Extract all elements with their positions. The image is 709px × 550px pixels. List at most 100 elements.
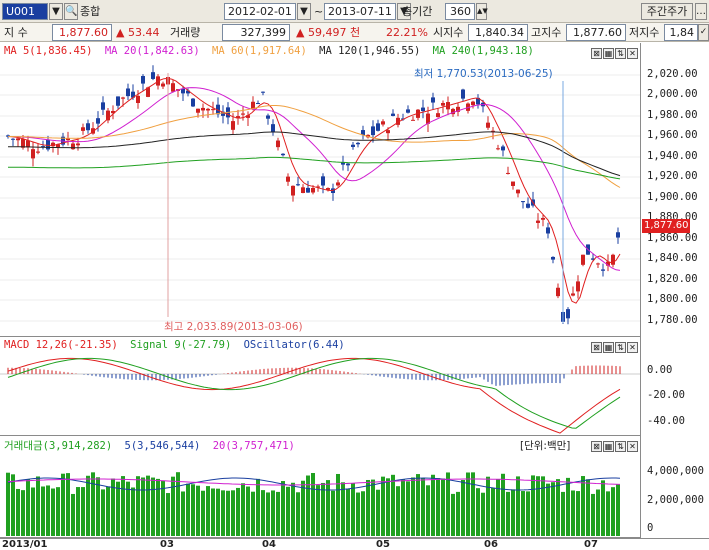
macd-chart[interactable] [0,337,640,436]
pane-move-icon[interactable]: ⇅ [615,441,626,452]
candle-body [551,256,555,260]
volume-bar [301,480,305,536]
y-tick-label: 2,000,000 [647,494,704,506]
pane-move-icon[interactable]: ⇅ [615,342,626,353]
candle-body [151,72,155,79]
candle-body [31,149,35,159]
date-from-picker-icon[interactable]: ▼ [297,3,311,20]
candle-body [311,187,315,193]
signal-line [7,357,621,429]
candle-body [141,76,145,84]
candle-body [596,263,600,265]
period-stepper[interactable]: ▲▼ [476,3,488,20]
pane-close-icon[interactable]: ✕ [627,48,638,59]
volume-bar [376,489,380,536]
toolbar: U001 ▼ 🔍 종합 2012-02-01 ▼ ~ 2013-07-11 ▼ … [0,0,709,23]
volume-bar [56,487,60,536]
pane-settings-icon[interactable]: ⊠ [591,441,602,452]
pane-save-icon[interactable]: ▦ [603,48,614,59]
candle-body [51,142,55,147]
macd-pane: MACD 12,26(-21.35) Signal 9(-27.79) OSci… [0,337,640,436]
volume-bar [216,488,220,536]
candle-body [291,185,295,196]
candle-body [541,217,545,220]
volume-bar [546,483,550,536]
candle-body [101,102,105,110]
candle-body [81,127,85,131]
period-input[interactable]: 360 [445,3,475,20]
volume-bar [386,478,390,536]
volume-bar [101,489,105,536]
pane-save-icon[interactable]: ▦ [603,342,614,353]
volume-bar [171,476,175,536]
candle-body [346,163,350,166]
candle-body [66,138,70,141]
volume-bar [476,488,480,536]
pane-move-icon[interactable]: ⇅ [615,48,626,59]
candle-body [146,87,150,97]
candle-body [501,146,505,151]
candle-body [91,128,95,134]
volume-bar [21,490,25,536]
candle-body [96,118,100,124]
volume-bar [111,478,115,536]
y-tick-label: 1,900.00 [647,191,698,203]
pane-settings-icon[interactable]: ⊠ [591,48,602,59]
volume-bar [296,492,300,536]
pane-close-icon[interactable]: ✕ [627,441,638,452]
volume-bar [286,486,290,536]
candle-body [236,116,240,119]
candle-body [276,140,280,148]
candle-body [266,115,270,119]
pane-settings-icon[interactable]: ⊠ [591,342,602,353]
candle-body [211,109,215,111]
volume-change: ▲ 59,497 천 [296,26,361,39]
volume-bar [586,479,590,536]
menu-button[interactable]: … [695,3,707,20]
pane-close-icon[interactable]: ✕ [627,342,638,353]
unit-label: [단위:백만] [520,440,571,452]
volume-bar [306,475,310,536]
candle-body [601,269,605,271]
search-icon[interactable]: 🔍 [64,3,78,20]
price-chart[interactable] [0,43,640,337]
macd-y-axis: 0.00 -20.00 -40.00 [640,337,709,436]
date-to-input[interactable]: 2013-07-11 [324,3,396,20]
pane-save-icon[interactable]: ▦ [603,441,614,452]
candle-body [411,119,415,121]
volume-bar [351,483,355,536]
candle-body [191,98,195,107]
candle-body [396,117,400,125]
date-from-input[interactable]: 2012-02-01 [224,3,296,20]
date-to-picker-icon[interactable]: ▼ [397,3,411,20]
candle-body [126,88,130,97]
volume-legend: 거래대금(3,914,282) 5(3,546,544) 20(3,757,47… [4,438,301,453]
candle-body [121,97,125,99]
candle-body [286,176,290,182]
volume-bar [616,484,620,536]
volume-bar [316,485,320,536]
code-dropdown-button[interactable]: ▼ [49,3,63,20]
volume-bar [71,493,75,536]
volume-bar [166,493,170,536]
volume-bar [196,485,200,536]
candle-body [301,187,305,193]
legend-vol-ma20: 20(3,757,471) [212,440,295,452]
weekly-price-button[interactable]: 주간주가 [641,3,693,20]
volume-chart[interactable] [0,436,640,538]
y-tick-label: 4,000,000 [647,465,704,477]
volume-bar [61,473,65,536]
volume-label: 거래량 [170,26,201,39]
candle-body [381,121,385,125]
candle-body [316,186,320,188]
index-value: 1,877.60 [52,24,112,41]
volume-bar [11,474,15,536]
y-tick-label: 1,940.00 [647,150,698,162]
candle-body [111,110,115,114]
volume-bar [96,477,100,536]
volume-bar [51,488,55,536]
code-input[interactable]: U001 [2,3,48,20]
candle-body [16,138,20,141]
ma20-line [8,87,621,271]
toggle-checkbox[interactable]: ✓ [698,24,709,41]
